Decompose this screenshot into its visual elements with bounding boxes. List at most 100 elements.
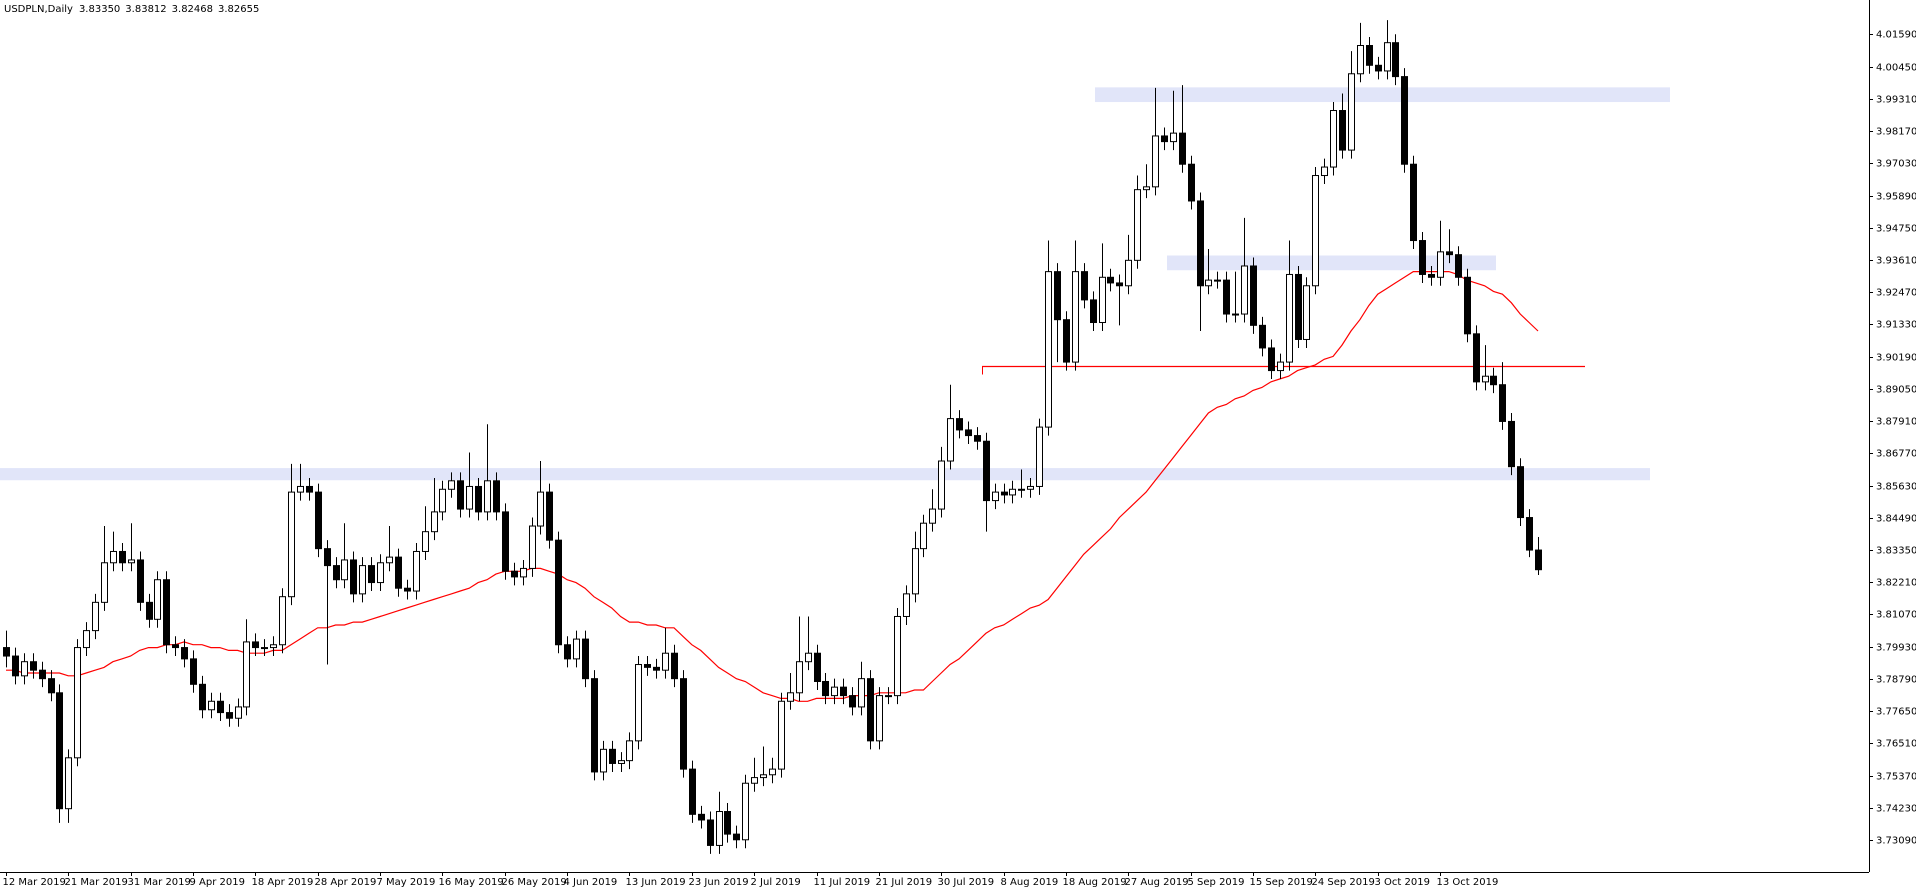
y-tick-label: 3.76510 [1876,739,1916,750]
candle-body [74,647,81,759]
candle-body [822,680,829,697]
y-tick-label: 3.77650 [1876,707,1916,718]
candle-body [350,559,357,595]
candle-body [83,630,90,649]
candle-body [1054,271,1061,321]
candle-body [1214,279,1221,282]
candle-body [1009,488,1016,496]
x-tick-label: 18 Apr 2019 [252,877,314,888]
header-close: 3.82655 [218,4,259,15]
candle-body [1268,347,1275,372]
candle-body [128,559,135,564]
y-tick-label: 4.01590 [1876,30,1916,41]
candle-body [573,638,580,660]
candle-body [1143,186,1150,191]
candle-body [56,692,63,810]
x-tick-label: 13 Jun 2019 [626,877,686,888]
candle-body [119,550,126,564]
candle-body [1535,549,1542,571]
zone [1095,87,1670,103]
y-tick-label: 3.85630 [1876,482,1916,493]
x-tick-label: 27 Aug 2019 [1125,877,1189,888]
candle-body [448,480,455,490]
candle-body [1375,64,1382,72]
x-tick-label: 11 Jul 2019 [814,877,871,888]
x-tick-label: 2 Jul 2019 [751,877,801,888]
y-tick-label: 3.82210 [1876,578,1916,589]
x-tick-label: 28 Apr 2019 [315,877,377,888]
candle-body [1277,361,1284,372]
candle-body [1197,200,1204,287]
candle-body [1081,271,1088,301]
candle-body [1517,466,1524,519]
candle-body [1188,163,1195,202]
candle-body [39,669,46,680]
candle-body [439,488,446,513]
candle-body [1259,324,1266,349]
candle-body [1107,276,1114,284]
candle-body [520,567,527,578]
candle-body [1116,282,1123,287]
y-tick-label: 3.79930 [1876,643,1916,654]
x-tick-label: 30 Jul 2019 [938,877,995,888]
candle-body [1312,175,1319,287]
candle-body [582,638,589,680]
candle-body [1339,110,1346,151]
candle-body [1303,285,1310,340]
candle-body [315,491,322,550]
candle-body [1348,73,1355,151]
candle-body [947,418,954,462]
candle-body [297,485,304,493]
y-tick-label: 3.83350 [1876,546,1916,557]
candle-body [787,692,794,702]
candle-body [475,485,482,513]
candle-body [831,686,838,697]
x-tick-label: 4 Jun 2019 [564,877,618,888]
y-tick-label: 3.84490 [1876,514,1916,525]
candle-body [1179,132,1186,165]
header-low: 3.82468 [172,4,213,15]
candle-body [1018,488,1025,491]
candle-body [1072,271,1079,363]
candle-body [279,596,286,646]
x-tick-label: 5 Sep 2019 [1188,877,1245,888]
candle-body [404,587,411,592]
x-tick-label: 15 Sep 2019 [1250,877,1313,888]
candle-body [1223,279,1230,315]
x-tick-label: 12 Mar 2019 [3,877,66,888]
candle-body [1152,135,1159,188]
x-tick-label: 26 May 2019 [502,877,567,888]
candle-body [1134,189,1141,261]
candle-body [306,485,313,493]
candle-body [1232,313,1239,316]
candle-body [965,429,972,437]
zone [0,468,1650,481]
x-tick-label: 16 May 2019 [439,877,504,888]
y-tick-label: 3.91330 [1876,320,1916,331]
candle-body [1419,240,1426,275]
y-tick-label: 3.92470 [1876,288,1916,299]
x-tick-label: 7 May 2019 [377,877,436,888]
candle-body [181,647,188,660]
candle-body [1001,491,1008,496]
candle-body [537,491,544,527]
candle-body [1437,251,1444,278]
candle-body [1526,517,1533,551]
x-tick-label: 18 Aug 2019 [1063,877,1127,888]
candle-body [1428,273,1435,278]
candle-body [252,641,259,649]
candle-body [1464,276,1471,335]
candle-body [226,712,233,719]
y-tick-label: 3.97030 [1876,159,1916,170]
candle-body [751,777,758,784]
candle-body [502,511,509,572]
y-tick-label: 3.89050 [1876,385,1916,396]
candle-body [1250,265,1257,326]
candle-body [680,678,687,770]
x-tick-label: 3 Oct 2019 [1375,877,1430,888]
candle-body [760,774,767,779]
candle-body [1170,132,1177,143]
candle-body [912,548,919,595]
candle-body [1161,135,1168,143]
candle-body [199,683,206,711]
